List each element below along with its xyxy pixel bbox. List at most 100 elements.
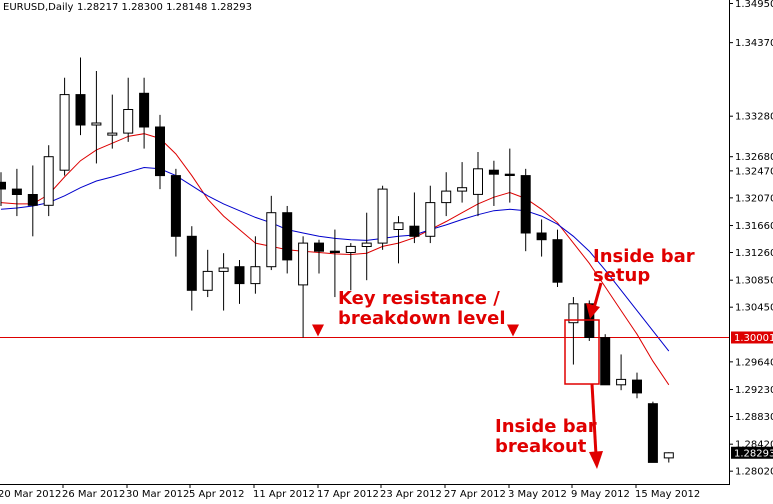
candle-body <box>425 202 436 237</box>
time-tick-label: 3 May 2012 <box>508 489 567 500</box>
candle-body <box>234 266 245 285</box>
candle <box>266 195 277 271</box>
candle <box>441 172 452 217</box>
candle-body <box>520 175 531 234</box>
candle-body <box>361 242 372 248</box>
candle <box>409 192 420 244</box>
candle <box>488 160 499 206</box>
candle-body <box>488 169 499 175</box>
candle <box>647 401 658 463</box>
time-tick-label: 11 Apr 2012 <box>253 489 315 500</box>
price-tick-label: 1.28420 <box>735 440 773 451</box>
candle-body <box>186 235 197 291</box>
time-tick-label: 26 Mar 2012 <box>62 489 125 500</box>
price-tick-label: 1.34370 <box>735 38 773 49</box>
candle-body <box>202 270 213 291</box>
time-tick-label: 20 Mar 2012 <box>0 489 61 500</box>
inside-bar-breakout-label: breakout <box>495 436 587 457</box>
candle <box>632 372 642 399</box>
price-tick-label: 1.28830 <box>735 412 773 423</box>
level-marker-arrow <box>507 324 519 337</box>
price-tick-label: 1.32680 <box>735 152 773 163</box>
candle-body <box>314 242 324 252</box>
candle <box>234 259 245 304</box>
candle-body <box>457 187 468 192</box>
candle <box>457 162 468 203</box>
candle-body <box>329 250 340 253</box>
candle-body <box>409 225 420 237</box>
price-tick-label: 1.32470 <box>735 166 773 177</box>
candle-body <box>616 378 627 386</box>
price-tick-label: 1.31260 <box>735 248 773 259</box>
setup-arrow-head <box>586 303 600 319</box>
time-tick-label: 23 Apr 2012 <box>380 489 442 500</box>
candle <box>59 77 70 176</box>
time-tick-label: 15 May 2012 <box>635 489 700 500</box>
key-resistance-label: breakdown level <box>338 308 506 329</box>
candle-body <box>218 267 229 272</box>
candle-body <box>345 245 356 253</box>
candle <box>75 57 86 136</box>
breakdown-level-label: 1.30001 <box>734 333 773 344</box>
candle <box>568 297 579 365</box>
candle-body <box>647 403 658 463</box>
candles <box>0 57 674 463</box>
candle-body <box>139 92 150 128</box>
chart-header-ohlc: 1.28217 1.28300 1.28148 1.28293 <box>77 2 252 13</box>
candle-body <box>536 232 547 241</box>
candle <box>473 151 483 217</box>
price-tick-label: 1.28020 <box>735 467 773 478</box>
price-tick-label: 1.30450 <box>735 303 773 314</box>
candle <box>218 253 229 311</box>
time-tick-label: 17 Apr 2012 <box>317 489 379 500</box>
candle <box>616 354 627 391</box>
setup-arrow-line <box>592 282 603 309</box>
breakout-arrow-line <box>590 383 598 456</box>
candle-body <box>123 109 134 134</box>
candle-body <box>27 194 38 206</box>
candle-body <box>11 188 22 196</box>
price-tick-label: 1.33280 <box>735 112 773 123</box>
candle-body <box>377 188 388 244</box>
inside-bar-breakout-label: Inside bar <box>495 416 597 437</box>
candle <box>282 205 293 274</box>
candle-body <box>155 126 165 177</box>
candle <box>520 168 531 252</box>
candle <box>155 114 165 190</box>
candle-body <box>282 212 293 261</box>
time-tick-label: 27 Apr 2012 <box>444 489 506 500</box>
candle-body <box>473 168 483 195</box>
annotations: Key resistance /breakdown level Inside ba… <box>312 246 695 469</box>
candle-body <box>0 181 6 190</box>
candle <box>27 165 38 237</box>
candle <box>298 236 309 338</box>
candle-body <box>504 173 515 176</box>
price-tick-label: 1.30850 <box>735 276 773 287</box>
candle <box>91 70 102 164</box>
candle-body <box>632 379 642 394</box>
candle <box>139 77 150 149</box>
price-tick-label: 1.34950 <box>735 0 773 10</box>
time-tick-label: 30 Mar 2012 <box>126 489 189 500</box>
key-resistance-label: Key resistance / <box>338 288 500 309</box>
time-tick-label: 5 Apr 2012 <box>189 489 244 500</box>
candle <box>663 452 674 463</box>
current-price-tag <box>731 446 773 459</box>
price-tick-label: 1.31660 <box>735 221 773 232</box>
candle <box>43 145 54 217</box>
candle-body <box>43 156 54 206</box>
price-tick-label: 1.32070 <box>735 193 773 204</box>
inside-bar-setup-label: setup <box>593 265 650 286</box>
price-axis: 1.34950 1.34370 1.33280 1.32680 1.32470 1.320… <box>729 0 773 478</box>
candle <box>314 239 324 274</box>
candle <box>329 229 340 298</box>
inside-bar-setup-label: Inside bar <box>593 246 695 267</box>
candle-body <box>59 94 70 171</box>
chart-header-symbol: EURUSD,Daily <box>3 2 74 13</box>
candle <box>552 229 563 287</box>
candle-body <box>91 122 102 126</box>
candle-body <box>266 212 277 268</box>
candle <box>361 212 372 281</box>
